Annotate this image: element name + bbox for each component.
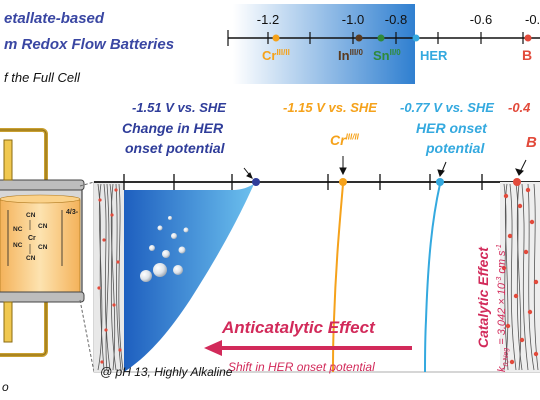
her-marker-dot [412, 34, 420, 42]
in-marker-dot [355, 34, 363, 42]
anticatalytic-label: Anticatalytic Effect [222, 318, 375, 337]
cr-top-label: CrIII/II [262, 48, 290, 63]
top-scale-gradient [233, 4, 415, 84]
sn-top-label: SnII/0 [373, 48, 401, 63]
main-axis-ticks [123, 174, 483, 190]
left-carbon-felt [94, 182, 124, 372]
in-top-label: InIII/0 [338, 48, 363, 63]
svg-text:NC: NC [13, 242, 23, 249]
shift-label: Shift in HER onset potential [228, 360, 375, 374]
zoom-line-bottom [79, 299, 95, 373]
title-line-2: m Redox Flow Batteries [4, 36, 175, 53]
svg-text:Cr: Cr [28, 235, 36, 242]
her-shift-region [124, 184, 254, 372]
b-marker-dot [524, 34, 532, 42]
her-desc-line2: potential [426, 140, 485, 156]
blue-onset-dot [252, 178, 260, 186]
blue-desc-line1: Change in HER [122, 120, 224, 136]
cr-onset-curve [332, 183, 344, 373]
catalytic-effect-label: Catalytic Effect [475, 246, 491, 348]
top-tick-label: -0.6 [470, 12, 492, 27]
top-tick-label: -0.8 [385, 12, 407, 27]
right-carbon-felt [500, 182, 540, 372]
hydrogen-bubbles [140, 216, 189, 282]
blue-potential-label: -1.51 V vs. SHE [132, 100, 226, 115]
subtitle: f the Full Cell [4, 70, 80, 85]
svg-text:CN: CN [38, 223, 48, 230]
cr-main-label: CrIII/II [330, 132, 359, 148]
anticatalytic-arrow-head [204, 340, 222, 356]
title-line-1: etallate-based [4, 10, 105, 27]
zoom-line-top [79, 181, 95, 187]
b-onset-dot [513, 178, 521, 186]
svg-text:CN: CN [26, 212, 36, 219]
rate-constant-label: k0,Neg = 3.042 × 10-3 cm s-1 [496, 244, 510, 372]
cyan-potential-label: -0.77 V vs. SHE [400, 100, 494, 115]
sn-marker-dot [377, 34, 385, 42]
corner-fragment-label: o [2, 380, 9, 394]
top-tick-label: -0. [525, 12, 540, 27]
cr-cyanide-complex: CN CN CN CN NC NC Cr 4/3- [7, 209, 79, 266]
cr-onset-dot [339, 178, 347, 186]
top-tick-label: -1.0 [342, 12, 364, 27]
b-main-label: B [526, 134, 537, 151]
b-top-label: B [522, 47, 532, 63]
her-onset-curve [424, 183, 441, 373]
orange-potential-label: -1.15 V vs. SHE [283, 100, 377, 115]
svg-text:CN: CN [26, 255, 36, 262]
ph-condition-label: @ pH 13, Highly Alkaline [100, 365, 233, 379]
her-onset-dot [436, 178, 444, 186]
her-top-label: HER [420, 48, 448, 63]
cr-marker-dot [272, 34, 280, 42]
pointer-arrows [243, 156, 527, 179]
red-potential-label: -0.4 [508, 100, 531, 115]
flow-battery-illustration [0, 128, 85, 357]
her-desc-line1: HER onset [416, 120, 487, 136]
blue-desc-line2: onset potential [125, 140, 225, 156]
svg-text:CN: CN [38, 244, 48, 251]
svg-text:NC: NC [13, 226, 23, 233]
svg-text:4/3-: 4/3- [66, 209, 79, 216]
top-scale-ticks [227, 30, 524, 46]
top-tick-label: -1.2 [257, 12, 279, 27]
